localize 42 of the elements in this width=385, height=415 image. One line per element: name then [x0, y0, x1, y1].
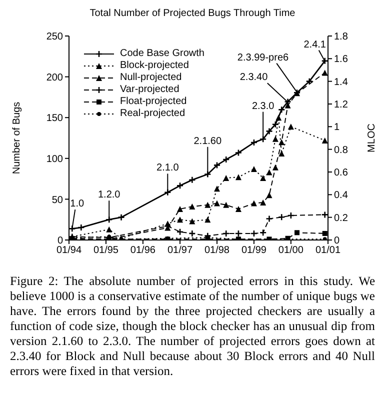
- legend-label: Code Base Growth: [120, 48, 204, 60]
- y2-tick-label: 0.8: [334, 144, 348, 156]
- annotation: 2.1.60: [194, 136, 222, 147]
- annotation: 2.4.1: [304, 39, 326, 50]
- y2-tick-label: 1.8: [334, 32, 348, 43]
- caption: Figure 2: The absolute number of projected errors in this study. We believe 1000 is a conservative estimate of the number of unique bugs we have. The errors found by the three projected checkers are usually a function of code size, though the block checker has an unusual dip from version 2.1.60 to 2.3.0. The number of projected errors goes down at 2.3.40 for Block and Null because about 30 Block errors and 40 Null errors were fixed in that version.: [10, 274, 375, 379]
- y2-tick-label: 1.6: [334, 54, 348, 66]
- y2-tick-label: 1.4: [334, 76, 348, 88]
- annotation: 2.3.99-pre6: [237, 52, 290, 64]
- y-tick-label: 250: [46, 32, 64, 43]
- legend-label: Null-projected: [120, 72, 182, 84]
- y2-tick-label: 0.4: [334, 190, 348, 202]
- x-tick-label: 01/99: [241, 245, 267, 256]
- x-tick-label: 01/94: [56, 245, 82, 256]
- x-tick-label: 01/95: [93, 245, 119, 256]
- legend-label: Float-projected: [120, 96, 187, 108]
- y-axis-title: Number of Bugs: [12, 102, 23, 174]
- x-tick-label: 01/96: [130, 245, 156, 256]
- legend-label: Real-projected: [120, 108, 186, 120]
- y-tick-label: 200: [46, 72, 64, 84]
- y2-tick-label: 1.2: [334, 100, 348, 111]
- y-tick-label: 0: [57, 236, 64, 247]
- legend-label: Var-projected: [120, 84, 180, 96]
- x-tick-label: 01/00: [278, 245, 304, 256]
- y2-tick-label: 0.2: [334, 212, 348, 224]
- annotation: 2.3.40: [240, 72, 268, 84]
- y2-axis-title: MLOC: [366, 124, 378, 152]
- annotation: 2.1.0: [156, 162, 180, 174]
- y2-tick-label: 1: [334, 122, 340, 134]
- x-tick-label: 01/97: [168, 245, 193, 256]
- y-tick-label: 100: [46, 154, 64, 165]
- annotation: 2.3.0: [252, 100, 275, 112]
- y-tick-label: 150: [46, 113, 64, 124]
- y2-tick-label: 0: [334, 236, 340, 247]
- annotation: 1.0: [70, 198, 85, 210]
- x-tick-label: 01/98: [204, 245, 230, 256]
- x-tick-label: 01/01: [315, 245, 341, 256]
- chart-title: Total Number of Projected Bugs Through Time: [88, 8, 296, 21]
- legend-label: Block-projected: [120, 60, 189, 72]
- annotation: 1.2.0: [98, 190, 121, 201]
- y-tick-label: 50: [52, 194, 64, 206]
- y2-tick-label: 0.6: [334, 168, 348, 179]
